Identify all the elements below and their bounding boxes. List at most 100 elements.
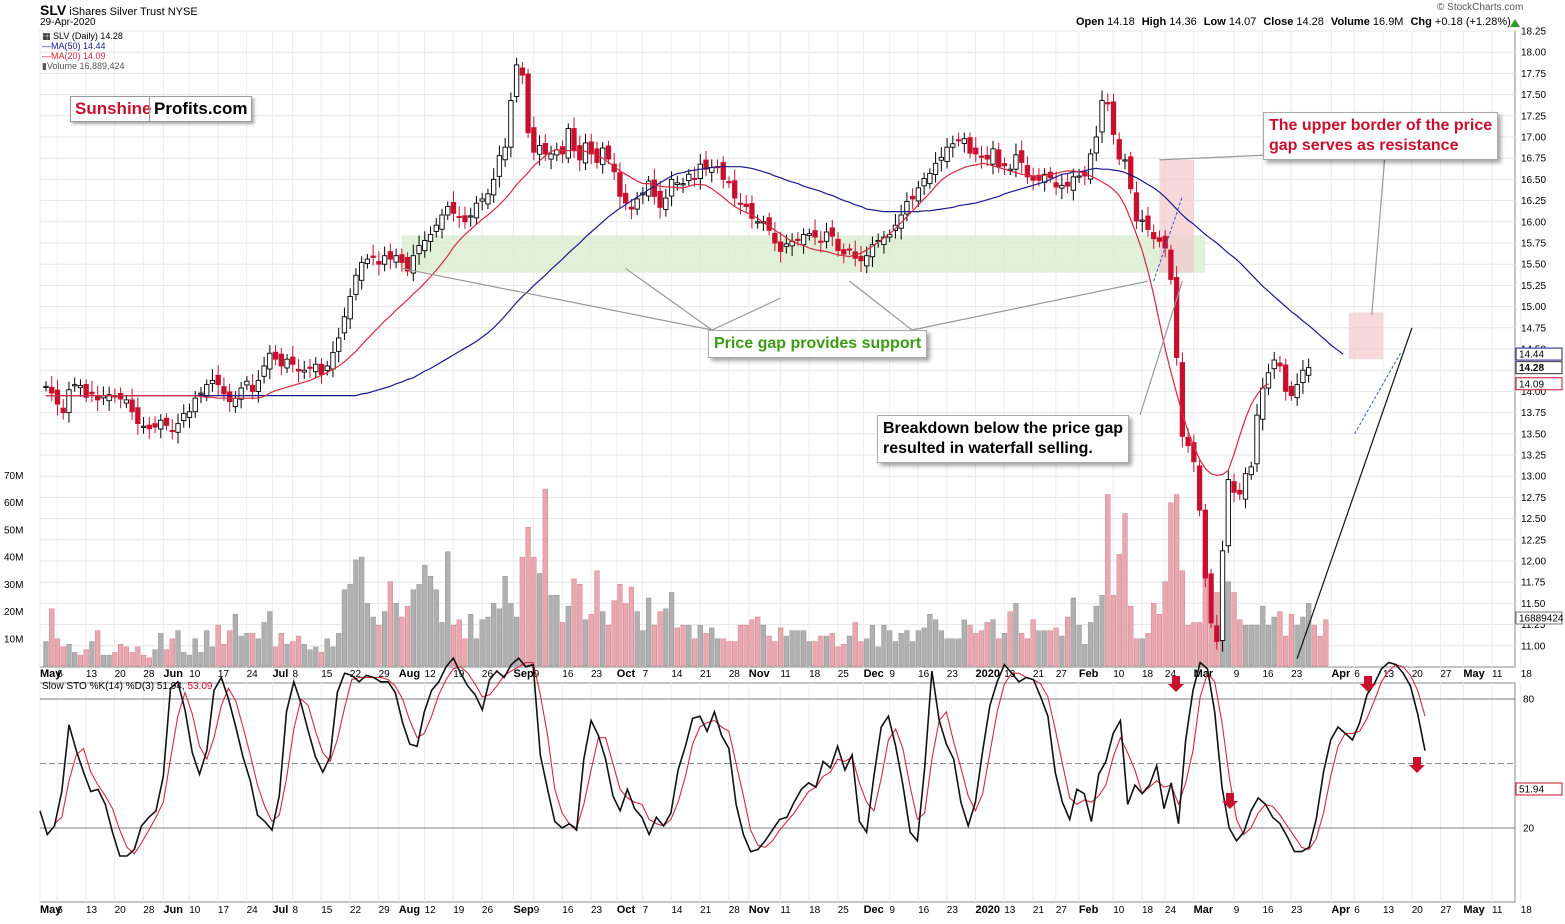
volume-bar bbox=[295, 635, 302, 667]
x-tick-label: 11 bbox=[1492, 905, 1503, 916]
volume-bar bbox=[726, 641, 732, 667]
volume-bar bbox=[743, 624, 749, 667]
volume-bar bbox=[691, 638, 698, 667]
volume-bar bbox=[634, 611, 640, 667]
candle-body bbox=[823, 231, 830, 242]
candle-body bbox=[508, 100, 514, 148]
volume-bar bbox=[703, 633, 709, 667]
x-tick-label: Oct bbox=[617, 904, 636, 916]
candle-body bbox=[967, 137, 973, 154]
volume-bar bbox=[829, 633, 835, 667]
x-tick-label: May bbox=[40, 668, 62, 680]
candle-body bbox=[1202, 509, 1208, 579]
volume-bar bbox=[915, 630, 921, 667]
candle-body bbox=[588, 141, 594, 155]
volume-bar bbox=[571, 578, 577, 667]
candle-body bbox=[1013, 154, 1019, 170]
x-tick-label: 20 bbox=[115, 905, 127, 916]
volume-bar bbox=[341, 589, 348, 667]
x-tick-label: 18 bbox=[1521, 669, 1533, 680]
upper-border-zone bbox=[1348, 312, 1384, 360]
volume-bar bbox=[990, 619, 996, 667]
candle-body bbox=[1076, 175, 1082, 178]
candle-body bbox=[686, 173, 692, 182]
volume-bar bbox=[927, 614, 933, 667]
volume-bar bbox=[577, 584, 583, 667]
candle-body bbox=[427, 234, 434, 242]
volume-bar bbox=[255, 638, 261, 667]
candle-body bbox=[1110, 101, 1117, 135]
volume-bar bbox=[554, 595, 560, 667]
volume-bar bbox=[1162, 581, 1168, 667]
candle-body bbox=[909, 195, 916, 200]
candle-body bbox=[783, 243, 790, 247]
price-tick-label: 16.75 bbox=[1521, 154, 1546, 165]
stoch-panel bbox=[39, 682, 1516, 903]
ohlc-open: Open 14.18 bbox=[1076, 16, 1135, 28]
volume-bar bbox=[1277, 611, 1283, 667]
x-tick-label: Mar bbox=[1194, 904, 1214, 916]
x-tick-label: 29 bbox=[379, 905, 391, 916]
volume-bar bbox=[485, 616, 491, 667]
x-tick-label: 14 bbox=[671, 905, 683, 916]
candle-body bbox=[565, 128, 571, 159]
volume-bar bbox=[881, 624, 887, 667]
x-tick-label: 24 bbox=[247, 905, 259, 916]
candle-body bbox=[49, 386, 55, 394]
price-tag-ma20 bbox=[1515, 377, 1563, 391]
x-tick-label: 8 bbox=[293, 905, 299, 916]
x-tick-label: 27 bbox=[1440, 905, 1452, 916]
candle-body bbox=[806, 233, 812, 236]
x-tick-label: 19 bbox=[453, 669, 465, 680]
x-tick-label: Sep bbox=[513, 668, 533, 680]
candle-body bbox=[1254, 414, 1260, 465]
sell-signal-arrow-icon bbox=[1360, 676, 1376, 692]
x-tick-label: 26 bbox=[482, 669, 494, 680]
price-legend: ▦ SLV (Daily) 14.28 —MA(50) 14.44 —MA(20… bbox=[42, 31, 125, 71]
volume-bar bbox=[852, 622, 858, 667]
candle-body bbox=[904, 200, 910, 215]
candle-body bbox=[204, 384, 210, 397]
ohlc-high: High 14.36 bbox=[1141, 16, 1197, 28]
candle-body bbox=[743, 203, 749, 207]
candle-body bbox=[1185, 436, 1191, 447]
volume-bar bbox=[204, 630, 210, 667]
support-callout: Price gap provides support bbox=[708, 330, 928, 358]
candle-body bbox=[255, 379, 262, 392]
volume-bar bbox=[468, 614, 474, 667]
x-tick-label: 28 bbox=[143, 905, 155, 916]
candle-body bbox=[152, 423, 158, 428]
candle-body bbox=[1288, 385, 1295, 397]
volume-bar bbox=[1133, 638, 1140, 667]
x-tick-label: 6 bbox=[1354, 905, 1360, 916]
candle-body bbox=[749, 203, 755, 219]
x-tick-label: 9 bbox=[889, 905, 895, 916]
volume-bar bbox=[542, 488, 548, 667]
x-tick-label: 2020 bbox=[976, 668, 1000, 680]
price-tick-label: 16.00 bbox=[1521, 217, 1546, 228]
candle-body bbox=[387, 251, 394, 260]
volume-tick-label: 10M bbox=[4, 634, 23, 645]
ohlc-chg: Chg +0.18 (+1.28%) bbox=[1410, 16, 1511, 28]
x-tick-label: 22 bbox=[350, 669, 362, 680]
ma50-line bbox=[46, 166, 1344, 397]
candle-body bbox=[54, 389, 61, 405]
x-tick-label: 13 bbox=[1383, 905, 1395, 916]
x-tick-label: 21 bbox=[1033, 905, 1045, 916]
candle-body bbox=[1300, 369, 1306, 384]
candle-body bbox=[1059, 184, 1065, 189]
price-tick-label: 18.25 bbox=[1521, 27, 1546, 38]
volume-bar bbox=[324, 638, 330, 667]
sunshine-profits-logo: Sunshine Profits.com bbox=[70, 96, 252, 122]
candle-body bbox=[462, 215, 468, 223]
candle-body bbox=[628, 206, 635, 210]
candle-body bbox=[72, 384, 78, 387]
candle-body bbox=[393, 255, 399, 263]
volume-bar bbox=[479, 619, 485, 667]
candle-body bbox=[703, 159, 709, 170]
volume-bar bbox=[112, 652, 118, 667]
candle-body bbox=[1294, 384, 1300, 399]
price-tick-label: 13.00 bbox=[1521, 472, 1546, 483]
volume-bar bbox=[841, 644, 847, 667]
